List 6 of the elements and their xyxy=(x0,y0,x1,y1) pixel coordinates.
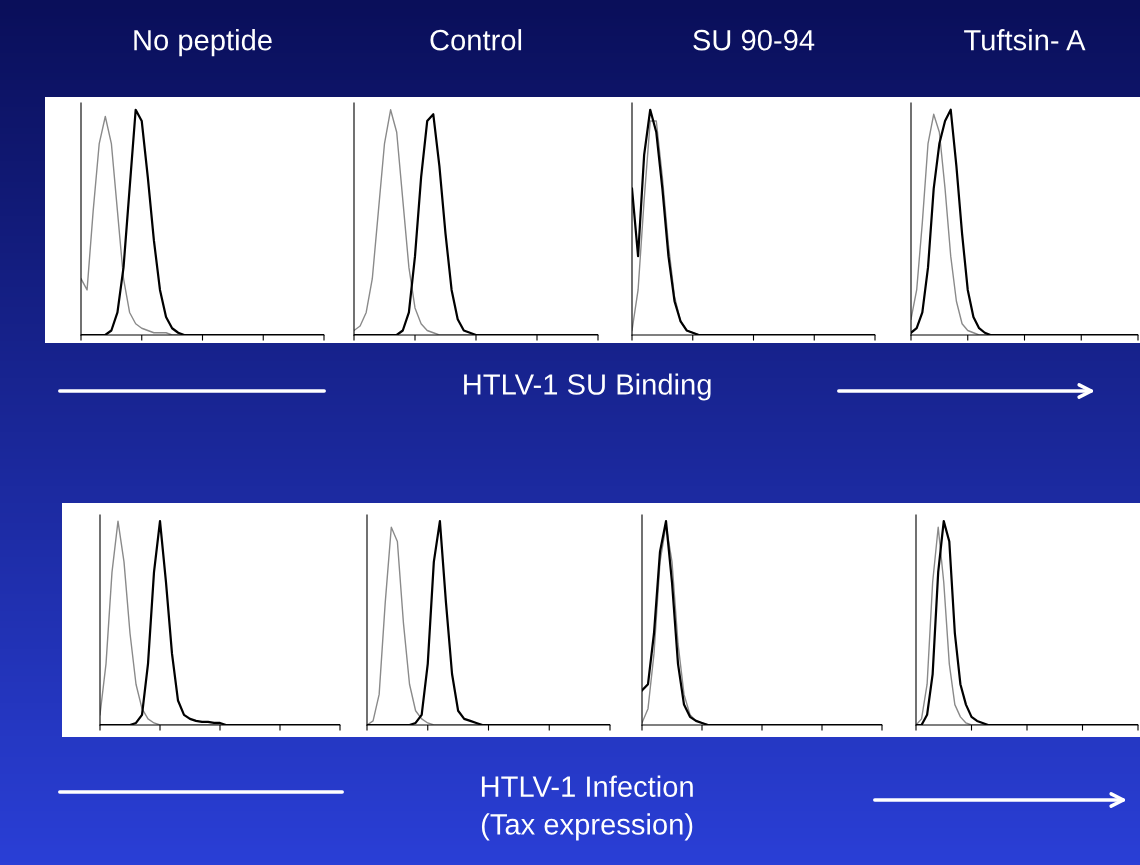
chart-title: Tuftsin- A xyxy=(964,29,1086,51)
x-axis-title: HTLV-1 Infection (Tax expression) xyxy=(481,775,693,841)
x-axis-title: HTLV-1 SU Binding xyxy=(464,373,711,401)
chart-title: No peptide xyxy=(134,29,272,57)
chart-title: SU 90-94 xyxy=(693,29,815,51)
chart-title: Control xyxy=(430,29,522,51)
